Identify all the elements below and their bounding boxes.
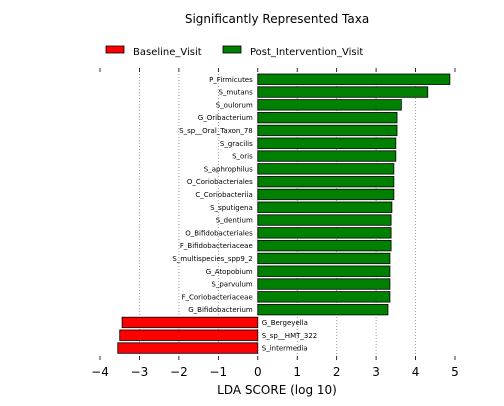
- taxon-label: F_Bifidobacteriaceae: [180, 242, 253, 250]
- x-tick-label: 4: [412, 365, 420, 379]
- bar-s-sputigena: [257, 201, 393, 213]
- bar-o-coriobacteriales: [257, 175, 395, 188]
- x-tick-label: 1: [293, 365, 301, 379]
- taxon-label: S_sp__HMT_322: [262, 332, 317, 340]
- legend-label-baseline: Baseline_Visit: [133, 47, 202, 58]
- bar-s-oris: [257, 150, 397, 162]
- taxon-label: S_dentium: [216, 217, 253, 225]
- bar-s-sp-hmt-322: [119, 329, 259, 341]
- taxon-label: S_sputigena: [210, 204, 253, 212]
- x-tick-label: −3: [131, 365, 149, 379]
- legend: Baseline_Visit Post_Intervention_Visit: [105, 45, 363, 58]
- bar-s-parvulum: [257, 278, 391, 290]
- taxon-label: S_parvulum: [211, 281, 253, 289]
- taxon-label: S_sp__Oral_Taxon_78: [179, 127, 253, 135]
- bar-p-firmicutes: [257, 73, 451, 85]
- bar-s-intermedia: [117, 342, 259, 354]
- bar-s-sp-oral-taxon-78: [257, 124, 398, 137]
- bar-s-mutans: [257, 86, 429, 98]
- grid-lines: [139, 68, 416, 360]
- taxon-label: G_Bergeyella: [262, 319, 308, 327]
- bars: [117, 73, 451, 354]
- x-axis: −4 −3 −2 −1 0 1 2 3 4 5: [91, 68, 459, 379]
- bar-g-bergeyella: [121, 316, 259, 329]
- bar-f-coriobacteriaceae: [257, 291, 391, 303]
- legend-swatch-baseline: [105, 45, 125, 54]
- taxon-label: S_intermedia: [262, 345, 308, 353]
- chart-title: Significantly Represented Taxa: [185, 12, 369, 26]
- bar-g-oribacterium: [257, 112, 398, 124]
- x-axis-label: LDA SCORE (log 10): [217, 383, 337, 397]
- taxon-label: C_Coriobacteriia: [195, 191, 252, 199]
- taxon-label: G_Atopobium: [206, 268, 253, 276]
- bar-o-bifidobacteriales: [257, 227, 392, 239]
- taxon-label: S_aphrophilus: [204, 165, 253, 173]
- taxon-labels: P_Firmicutes S_mutans S_oulorum G_Oribacter…: [172, 76, 317, 353]
- legend-label-post-intervention: Post_Intervention_Visit: [250, 47, 363, 58]
- taxon-label: O_Bifidobacteriales: [185, 229, 253, 237]
- bar-s-oulorum: [257, 99, 402, 111]
- bar-g-bifidobacterium: [257, 303, 389, 316]
- x-tick-label: 0: [254, 365, 262, 379]
- taxon-label: O_Coriobacteriales: [187, 178, 253, 186]
- bar-c-coriobacteriia: [257, 188, 395, 201]
- x-tick-label: 5: [451, 365, 459, 379]
- bar-s-dentium: [257, 214, 392, 226]
- bar-s-gracilis: [257, 137, 397, 149]
- taxon-label: S_multispecies_spp9_2: [172, 255, 252, 263]
- taxon-label: G_Bifidobacterium: [188, 306, 253, 314]
- taxon-label: S_oulorum: [216, 101, 253, 109]
- bar-g-atopobium: [257, 265, 391, 277]
- bar-s-aphrophilus: [257, 163, 395, 175]
- legend-swatch-post-intervention: [222, 45, 242, 54]
- taxon-label: G_Oribacterium: [198, 114, 253, 122]
- bar-s-multispecies-spp9-2: [257, 252, 391, 265]
- x-tick-label: −2: [170, 365, 188, 379]
- taxon-label: S_gracilis: [220, 140, 253, 148]
- taxon-label: S_mutans: [218, 89, 253, 97]
- taxon-label: P_Firmicutes: [209, 76, 253, 84]
- x-tick-label: 3: [372, 365, 380, 379]
- x-tick-label: −4: [91, 365, 109, 379]
- bar-f-bifidobacteriaceae: [257, 239, 392, 252]
- x-tick-label: 2: [333, 365, 341, 379]
- taxon-label: S_oris: [232, 153, 253, 161]
- taxon-label: F_Coriobacteriaceae: [181, 293, 252, 301]
- x-tick-label: −1: [209, 365, 227, 379]
